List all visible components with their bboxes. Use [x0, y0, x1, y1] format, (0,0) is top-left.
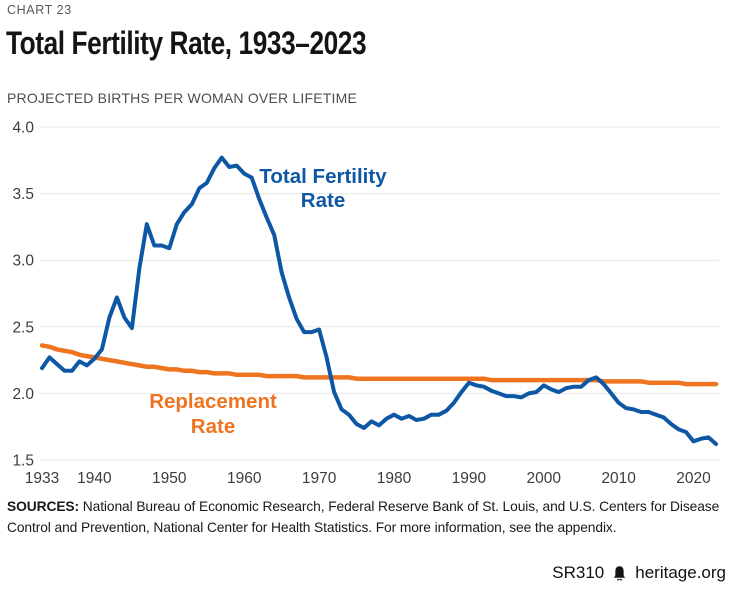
x-tick-label: 2000: [527, 470, 562, 487]
total-fertility-rate-label-line2: Rate: [301, 189, 345, 212]
y-tick-label: 1.5: [12, 453, 34, 470]
site-link: heritage.org: [635, 563, 726, 582]
x-tick-label: 1940: [77, 470, 112, 487]
report-id: SR310: [552, 563, 605, 582]
page-title: Total Fertility Rate, 1933–2023: [6, 25, 367, 61]
x-tick-label: 1980: [377, 470, 412, 487]
y-tick-label: 2.5: [12, 319, 34, 336]
x-tick-label: 2020: [676, 470, 711, 487]
x-tick-label: 1970: [302, 470, 337, 487]
x-tick-label: 2010: [601, 470, 636, 487]
x-tick-label: 1960: [227, 470, 262, 487]
x-tick-label: 1950: [152, 470, 187, 487]
footer: SR310 heritage.org: [552, 560, 726, 586]
sources-text: National Bureau of Economic Research, Fe…: [7, 499, 720, 535]
liberty-bell-icon: [613, 565, 626, 581]
sources-note: SOURCES: National Bureau of Economic Res…: [7, 497, 734, 539]
sources-label: SOURCES:: [7, 499, 80, 514]
replacement-rate-label-line2: Rate: [191, 415, 235, 438]
x-tick-label: 1933: [25, 470, 59, 487]
replacement-rate-label-line1: Replacement: [149, 390, 277, 413]
chart-number-label: CHART 23: [7, 3, 72, 17]
series-layer: [39, 155, 719, 446]
y-tick-label: 3.5: [12, 186, 34, 203]
y-tick-label: 4.0: [12, 120, 34, 137]
x-tick-label: 1990: [452, 470, 487, 487]
y-tick-label: 3.0: [12, 253, 34, 270]
y-tick-label: 2.0: [12, 386, 34, 403]
line-total-fertility-rate: [40, 155, 718, 446]
line-replacement-rate: [39, 343, 719, 387]
total-fertility-rate-label-line1: Total Fertility: [259, 165, 387, 188]
chart-subtitle: PROJECTED BIRTHS PER WOMAN OVER LIFETIME: [7, 90, 358, 106]
